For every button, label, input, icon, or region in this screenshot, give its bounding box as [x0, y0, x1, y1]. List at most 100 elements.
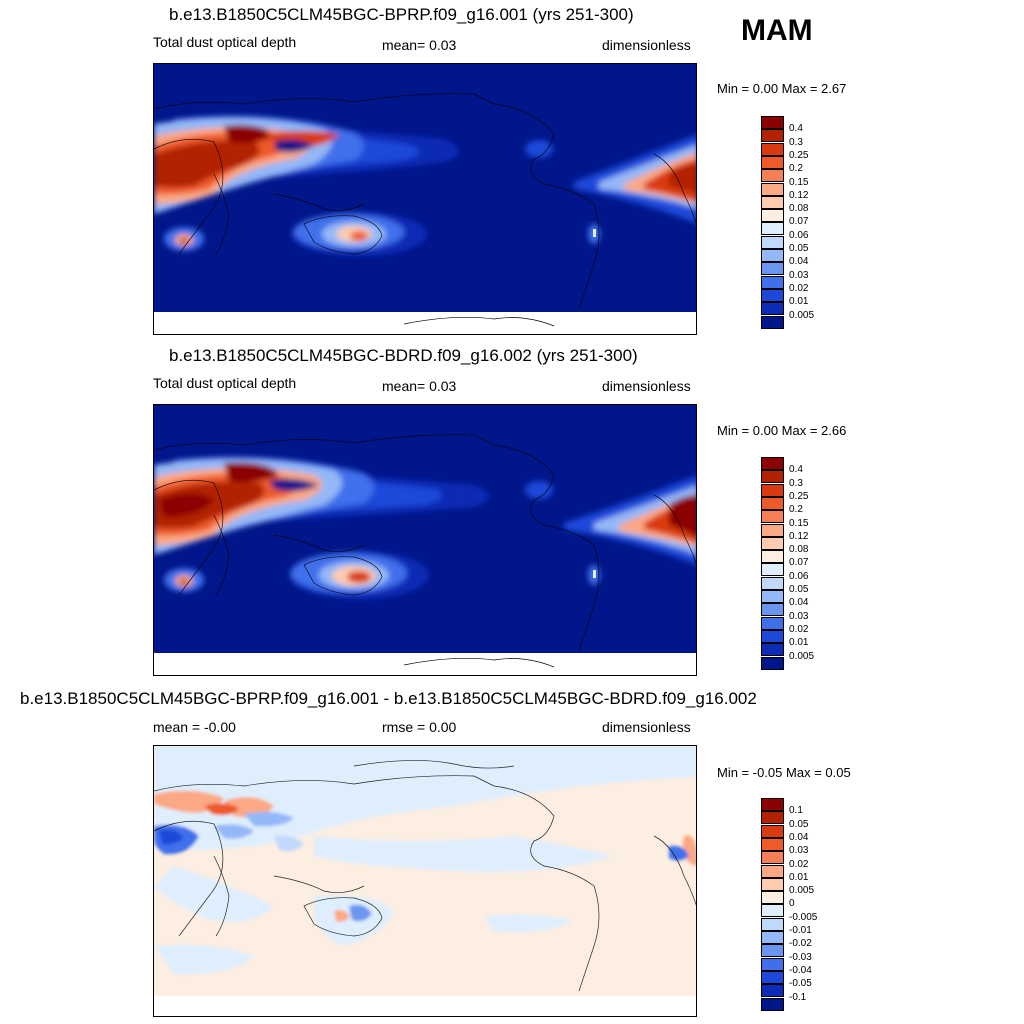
panel-1-colorbar-bin: [761, 142, 784, 156]
panel-3-colorbar-bin: [761, 891, 784, 905]
panel-1-colorbar-bin: [761, 275, 784, 289]
panel-2-colorbar-label: 0.02: [789, 623, 809, 635]
panel-2-units: dimensionless: [602, 378, 691, 394]
panel-2-minmax: Min = 0.00 Max = 2.66: [717, 423, 847, 438]
panel-3-colorbar-bin: [761, 864, 784, 878]
panel-3-colorbar-label: -0.05: [789, 978, 812, 990]
panel-3-colorbar-bin: [761, 837, 784, 851]
panel-3-colorbar-bin: [761, 904, 784, 918]
panel-2-colorbar-bin: [761, 496, 784, 510]
panel-3-units: dimensionless: [602, 719, 691, 735]
panel-3-colorbar-bin: [761, 957, 784, 971]
panel-2-colorbar-label: 0.01: [789, 637, 809, 649]
panel-3-colorbar-label: 0.03: [789, 845, 809, 857]
panel-3-colorbar-bin: [761, 970, 784, 984]
panel-3-colorbar-bin: [761, 997, 784, 1011]
panel-2-colorbar-label: 0.08: [789, 544, 809, 556]
panel-3-colorbar-label: 0.04: [789, 831, 809, 843]
panel-2-colorbar-bin: [761, 603, 784, 617]
panel-1-variable: Total dust optical depth: [153, 34, 297, 50]
panel-1-colorbar-label: 0.3: [789, 136, 803, 148]
panel-2-colorbar-bin: [761, 616, 784, 630]
panel-2-colorbar-label: 0.07: [789, 557, 809, 569]
panel-2-colorbar-label: 0.05: [789, 584, 809, 595]
panel-2-colorbar-label: 0.12: [789, 530, 809, 542]
panel-2-colorbar-bin: [761, 550, 784, 564]
panel-1-title: b.e13.B1850C5CLM45BGC-BPRP.f09_g16.001 (…: [169, 5, 634, 24]
panel-1-colorbar-bin: [761, 116, 784, 129]
panel-1-colorbar-bin: [761, 129, 784, 143]
panel-1-colorbar-label: 0.2: [789, 163, 803, 175]
panel-2-colorbar-label: 0.25: [789, 490, 809, 502]
panel-1-map: [153, 63, 697, 335]
panel-1-colorbar-label: 0.05: [789, 243, 809, 254]
panel-1-mean: mean= 0.03: [382, 37, 457, 53]
panel-1-colorbar-bin: [761, 288, 784, 302]
panel-2-colorbar-bin: [761, 510, 784, 524]
panel-1-colorbar-bin: [761, 235, 784, 249]
panel-1-colorbar-label: 0.04: [789, 256, 809, 268]
panel-1-colorbar-label: 0.07: [789, 216, 809, 228]
panel-3-colorbar-label: -0.005: [789, 911, 818, 923]
panel-2-colorbar-bin: [761, 536, 784, 550]
panel-1-colorbar-label: 0.06: [789, 229, 809, 241]
panel-3-colorbar-label: -0.04: [789, 964, 812, 976]
panel-1-colorbar-bin: [761, 182, 784, 196]
panel-2-colorbar-bin: [761, 576, 784, 590]
panel-2-mean: mean= 0.03: [382, 378, 457, 394]
panel-3-rmse: rmse = 0.00: [382, 719, 457, 735]
panel-1-colorbar-label: 0.03: [789, 269, 809, 281]
panel-3-colorbar-label: 0: [789, 898, 795, 910]
panel-1-colorbar-bin: [761, 315, 784, 329]
panel-2-title: b.e13.B1850C5CLM45BGC-BDRD.f09_g16.002 (…: [169, 346, 638, 365]
panel-3-colorbar-label: -0.03: [789, 951, 812, 963]
panel-2-colorbar-bin: [761, 656, 784, 670]
panel-3-colorbar-bin: [761, 811, 784, 825]
panel-3-colorbar-label: 0.05: [789, 818, 809, 830]
panel-2-colorbar-label: 0.2: [789, 504, 803, 516]
panel-1-colorbar-bin: [761, 222, 784, 236]
panel-2-colorbar-label: 0.4: [789, 464, 803, 476]
panel-1-colorbar-label: 0.005: [789, 309, 815, 321]
panel-3-colorbar-bin: [761, 944, 784, 958]
season-label: MAM: [741, 14, 813, 47]
panel-3-colorbar-label: -0.02: [789, 938, 812, 950]
panel-3-colorbar-bin: [761, 917, 784, 931]
panel-1-colorbar-bin: [761, 169, 784, 183]
panel-2-colorbar-label: 0.15: [789, 517, 809, 529]
panel-3-minmax: Min = -0.05 Max = 0.05: [717, 765, 851, 780]
panel-2-colorbar-bin: [761, 470, 784, 484]
panel-3-colorbar-label: 0.005: [789, 885, 815, 897]
panel-3-colorbar-bin: [761, 931, 784, 944]
panel-1-colorbar-bin: [761, 155, 784, 169]
panel-3-colorbar-bin: [761, 824, 784, 838]
panel-2-colorbar-label: 0.03: [789, 610, 809, 622]
panel-3-colorbar-label: -0.1: [789, 991, 807, 1003]
panel-3-colorbar-bin: [761, 798, 784, 811]
panel-1-units: dimensionless: [602, 37, 691, 53]
panel-1-colorbar-label: 0.15: [789, 176, 809, 188]
panel-1-colorbar-bin: [761, 209, 784, 223]
panel-2-variable: Total dust optical depth: [153, 375, 297, 391]
panel-3-colorbar-bin: [761, 877, 784, 891]
panel-1-colorbar-bin: [761, 195, 784, 209]
panel-3-colorbar-label: 0.02: [789, 858, 809, 870]
panel-1-colorbar-bin: [761, 302, 784, 316]
panel-2-colorbar-bin: [761, 523, 784, 537]
panel-2-colorbar-label: 0.04: [789, 597, 809, 609]
panel-1-colorbar-label: 0.08: [789, 203, 809, 215]
panel-3-mean: mean = -0.00: [153, 719, 236, 735]
panel-3-colorbar-label: 0.01: [789, 871, 809, 883]
panel-3-map: [153, 745, 697, 1017]
panel-2-colorbar-bin: [761, 563, 784, 577]
panel-2-map: [153, 404, 697, 676]
panel-3-colorbar-label: -0.01: [789, 925, 812, 936]
panel-3-colorbar-bin: [761, 851, 784, 865]
panel-2-colorbar-bin: [761, 643, 784, 657]
panel-1-colorbar-label: 0.4: [789, 123, 803, 135]
panel-2-colorbar-bin: [761, 483, 784, 497]
panel-3-colorbar-bin: [761, 984, 784, 998]
panel-1-colorbar-bin: [761, 262, 784, 276]
panel-2-colorbar-label: 0.06: [789, 570, 809, 582]
panel-1-colorbar-label: 0.01: [789, 296, 809, 308]
